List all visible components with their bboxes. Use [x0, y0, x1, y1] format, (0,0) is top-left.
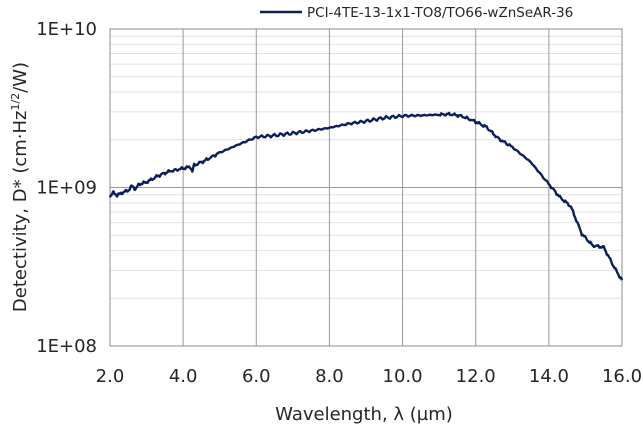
- x-tick-label: 6.0: [242, 366, 271, 387]
- x-axis-label: Wavelength, λ (µm): [275, 404, 453, 425]
- plot-area-border: [109, 28, 623, 347]
- legend-series-label: PCI-4TE-13-1x1-TO8/TO66-wZnSeAR-36: [307, 5, 573, 21]
- x-tick-labels: 2.0 4.0 6.0 8.0 10.0 12.0 14.0 16.0: [96, 366, 642, 387]
- series-line: [108, 111, 624, 281]
- y-axis-label-superscript: 1/2: [9, 93, 22, 111]
- x-tick-label: 16.0: [602, 366, 642, 387]
- x-tick-label: 4.0: [169, 366, 198, 387]
- y-tick-label: 1E+08: [36, 336, 97, 357]
- x-tick-label: 12.0: [456, 366, 496, 387]
- x-tick-label: 8.0: [315, 366, 344, 387]
- y-tick-label: 1E+09: [36, 178, 97, 199]
- y-axis-label-main: Detectivity, D* (cm·Hz: [10, 111, 31, 313]
- y-axis-label-tail: /W): [10, 62, 31, 93]
- series-layer: [108, 111, 624, 281]
- y-axis-label: Detectivity, D* (cm·Hz1/2/W): [9, 62, 31, 312]
- x-tick-label: 10.0: [383, 366, 423, 387]
- y-tick-label: 1E+10: [36, 19, 97, 40]
- x-tick-label: 2.0: [96, 366, 125, 387]
- legend: PCI-4TE-13-1x1-TO8/TO66-wZnSeAR-36: [260, 5, 573, 21]
- x-tick-label: 14.0: [529, 366, 569, 387]
- y-tick-labels: 1E+08 1E+09 1E+10: [36, 19, 97, 357]
- minor-gridlines: [110, 35, 622, 299]
